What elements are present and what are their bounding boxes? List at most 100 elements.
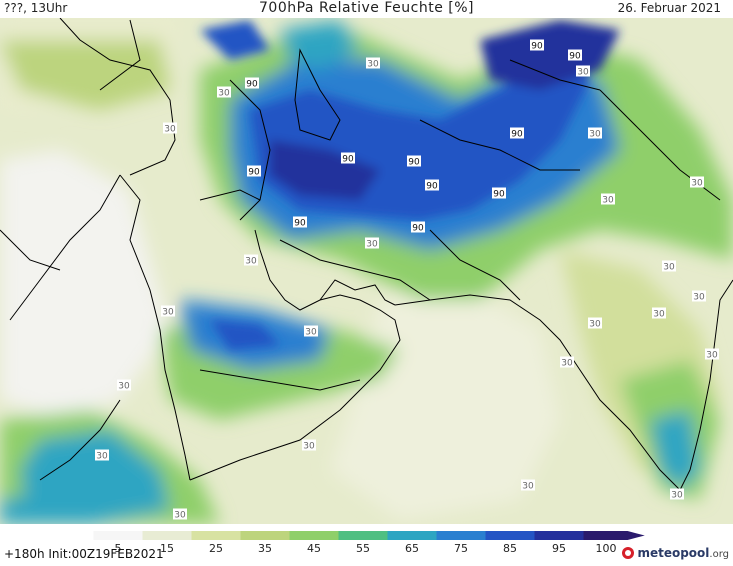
- contour-label: 30: [601, 193, 615, 206]
- legend-tick-label: 75: [454, 542, 468, 555]
- legend-tick-label: 5: [115, 542, 122, 555]
- contour-label: 30: [304, 325, 318, 338]
- legend-tick-label: 35: [258, 542, 272, 555]
- contour-label: 30: [161, 305, 175, 318]
- legend-tick-label: 100: [596, 542, 617, 555]
- contour-label-text: 30: [162, 308, 174, 318]
- contour-label-text: 30: [245, 257, 257, 267]
- contour-label: 30: [173, 508, 187, 521]
- contour-label: 90: [247, 165, 261, 178]
- contour-label: 30: [217, 86, 231, 99]
- legend-swatch: [436, 531, 486, 540]
- legend-tick-label: 85: [503, 542, 517, 555]
- legend-swatch: [485, 531, 535, 540]
- contour-label: 30: [692, 290, 706, 303]
- contour-label-text: 30: [218, 89, 230, 99]
- contour-label-text: 30: [653, 310, 665, 320]
- contour-label-text: 90: [426, 182, 438, 192]
- contour-label-text: 90: [569, 52, 581, 62]
- meteopool-logo-icon: [622, 547, 635, 559]
- contour-label-text: 90: [248, 168, 260, 178]
- legend-tick-label: 15: [160, 542, 174, 555]
- contour-label-text: 30: [589, 320, 601, 330]
- brand-logo[interactable]: meteopool.org: [622, 546, 729, 560]
- contour-label: 30: [521, 479, 535, 492]
- contour-label-text: 30: [602, 196, 614, 206]
- contour-label-text: 90: [511, 130, 523, 140]
- contour-label: 90: [293, 216, 307, 229]
- legend-swatch: [289, 531, 339, 540]
- contour-label: 90: [407, 155, 421, 168]
- color-legend: 5 15 25 35 45 55 65 75 85 95 100: [93, 531, 645, 555]
- humidity-core: [200, 20, 620, 350]
- init-label: +180h Init:00Z19FEB2021: [4, 547, 164, 561]
- contour-label: 30: [365, 237, 379, 250]
- legend-swatch-max: [583, 531, 645, 540]
- contour-label-text: 90: [412, 224, 424, 234]
- humidity-map: 90 90 30 30 90 30 90 30 30 90 90 90 90 90 30 30 90 90 30 30…: [0, 18, 733, 524]
- contour-label: 30: [163, 122, 177, 135]
- contour-label: 90: [245, 77, 259, 90]
- contour-label: 90: [530, 39, 544, 52]
- contour-label-text: 30: [706, 351, 718, 361]
- contour-label: 30: [670, 488, 684, 501]
- contour-label: 30: [690, 176, 704, 189]
- contour-label: 30: [588, 127, 602, 140]
- contour-label: 30: [117, 379, 131, 392]
- legend-swatch: [240, 531, 290, 540]
- contour-label-text: 30: [522, 482, 534, 492]
- legend-swatch: [338, 531, 388, 540]
- contour-label: 30: [560, 356, 574, 369]
- contour-labels: 90 90 30 30 90 30 90 30 30 90 90 90 90 90 30 30 90 90 30 30…: [95, 39, 719, 521]
- contour-label-text: 90: [294, 219, 306, 229]
- brand-suffix: .org: [709, 549, 729, 560]
- legend-tick-label: 25: [209, 542, 223, 555]
- contour-label-text: 30: [303, 442, 315, 452]
- contour-label-text: 30: [663, 263, 675, 273]
- legend-swatch: [191, 531, 241, 540]
- contour-label: 30: [588, 317, 602, 330]
- legend-swatch: [142, 531, 192, 540]
- contour-label: 90: [425, 179, 439, 192]
- legend-tick-label: 95: [552, 542, 566, 555]
- contour-label-text: 30: [671, 491, 683, 501]
- contour-label-text: 30: [693, 293, 705, 303]
- legend-tick-label: 55: [356, 542, 370, 555]
- contour-label: 30: [705, 348, 719, 361]
- map-title: 700hPa Relative Feuchte [%]: [259, 0, 474, 16]
- contour-label-text: 90: [531, 42, 543, 52]
- contour-label-text: 30: [691, 179, 703, 189]
- contour-label: 30: [244, 254, 258, 267]
- contour-label-text: 30: [174, 511, 186, 521]
- contour-label: 90: [341, 152, 355, 165]
- contour-label-text: 30: [164, 125, 176, 135]
- contour-label-text: 30: [589, 130, 601, 140]
- contour-label: 30: [302, 439, 316, 452]
- contour-label-text: 30: [96, 452, 108, 462]
- contour-label: 90: [492, 187, 506, 200]
- contour-label-text: 90: [408, 158, 420, 168]
- run-label: ???, 13Uhr: [4, 1, 68, 15]
- legend-swatch: [534, 531, 584, 540]
- contour-label: 90: [510, 127, 524, 140]
- contour-label: 30: [652, 307, 666, 320]
- contour-label-text: 30: [305, 328, 317, 338]
- legend-tick-label: 45: [307, 542, 321, 555]
- legend-swatch: [93, 531, 143, 540]
- legend-tick-label: 65: [405, 542, 419, 555]
- contour-label-text: 30: [366, 240, 378, 250]
- contour-label: 90: [568, 49, 582, 62]
- contour-label-text: 90: [493, 190, 505, 200]
- contour-label-text: 30: [367, 60, 379, 70]
- valid-date: 26. Februar 2021: [617, 1, 721, 15]
- contour-label: 30: [662, 260, 676, 273]
- contour-label: 30: [366, 57, 380, 70]
- contour-label-text: 30: [577, 68, 589, 78]
- contour-label-text: 30: [561, 359, 573, 369]
- brand-name: meteopool: [637, 546, 710, 560]
- contour-label: 30: [576, 65, 590, 78]
- contour-label-text: 90: [342, 155, 354, 165]
- contour-label: 30: [95, 449, 109, 462]
- contour-label-text: 30: [118, 382, 130, 392]
- contour-label-text: 90: [246, 80, 258, 90]
